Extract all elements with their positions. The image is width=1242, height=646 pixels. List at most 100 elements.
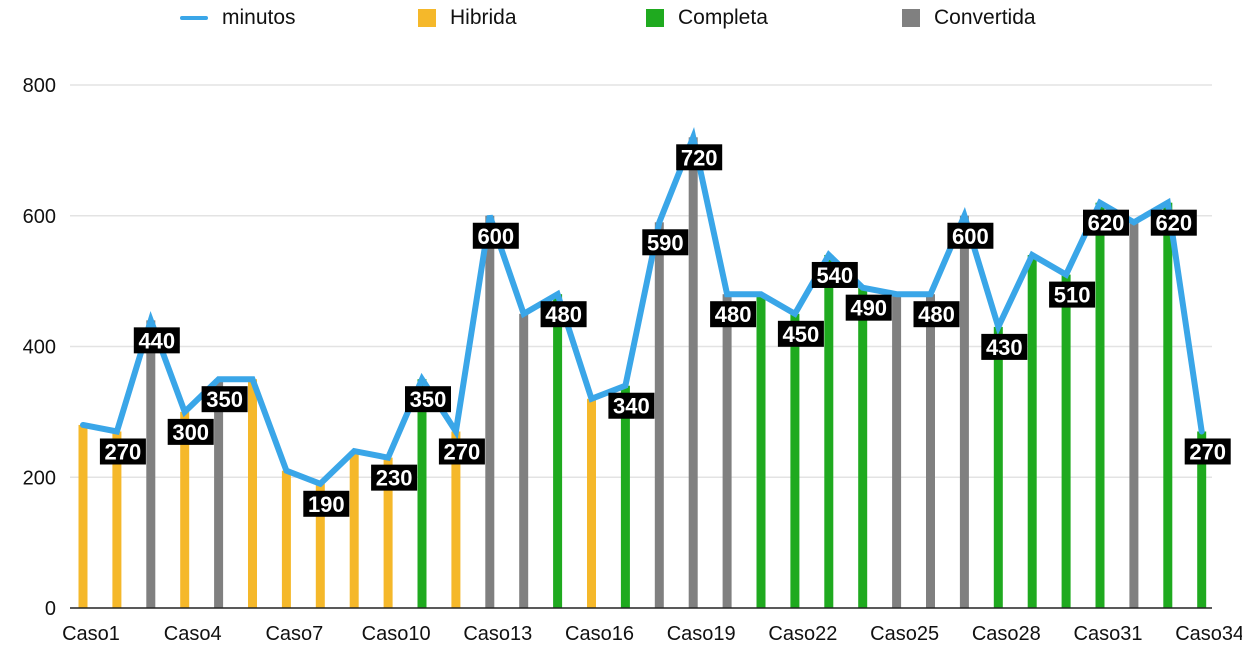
data-label: 510 xyxy=(1054,283,1091,308)
bar-caso20 xyxy=(722,294,732,608)
y-tick-label: 200 xyxy=(23,467,56,489)
x-tick-label: Caso16 xyxy=(565,623,634,645)
data-label-box xyxy=(981,333,1028,360)
bar-caso14 xyxy=(519,313,529,608)
y-tick-label: 800 xyxy=(23,75,56,97)
data-label-box xyxy=(540,301,587,328)
legend-swatch-convertida xyxy=(902,9,920,27)
bar-caso25 xyxy=(892,294,902,608)
bar-caso22 xyxy=(790,313,800,608)
legend-swatch-hibrida xyxy=(418,9,436,27)
data-label-box xyxy=(608,392,655,419)
data-label-box xyxy=(777,320,824,347)
data-label: 430 xyxy=(986,335,1023,360)
legend: minutos Hibrida Completa Convertida xyxy=(0,6,1242,32)
legend-line-minutos xyxy=(180,16,208,20)
bar-caso26 xyxy=(926,294,935,608)
data-label: 600 xyxy=(952,224,989,249)
data-label-box xyxy=(947,222,994,249)
data-label: 480 xyxy=(918,302,955,327)
data-label: 300 xyxy=(172,420,209,445)
data-label-box xyxy=(167,418,214,445)
y-tick-label: 400 xyxy=(23,337,56,359)
x-tick-label: Caso31 xyxy=(1074,623,1143,645)
data-label-box xyxy=(1049,281,1096,308)
data-label-box xyxy=(811,261,858,288)
data-label-box xyxy=(303,490,350,517)
legend-label-hibrida: Hibrida xyxy=(450,6,517,29)
data-label: 450 xyxy=(783,322,820,347)
data-label-box xyxy=(133,327,180,354)
data-label-box xyxy=(710,301,757,328)
data-label-box xyxy=(845,294,892,321)
bar-caso18 xyxy=(654,222,664,608)
data-label-box xyxy=(1083,209,1129,236)
bar-caso9 xyxy=(349,451,359,608)
data-label-box xyxy=(1150,209,1197,236)
bar-caso5 xyxy=(214,379,224,608)
legend-label-minutos: minutos xyxy=(222,6,296,29)
data-label: 620 xyxy=(1088,211,1125,236)
bar-caso11 xyxy=(417,379,427,608)
bar-caso28 xyxy=(993,326,1003,608)
bar-caso10 xyxy=(383,457,393,608)
data-label: 490 xyxy=(850,296,887,321)
bar-caso24 xyxy=(858,287,868,608)
legend-label-convertida: Convertida xyxy=(934,6,1036,29)
data-label: 480 xyxy=(715,302,752,327)
bar-caso16 xyxy=(587,398,596,608)
bar-caso6 xyxy=(248,379,257,608)
data-label-box xyxy=(642,229,689,256)
legend-item-completa: Completa xyxy=(646,6,768,30)
x-tick-label: Caso10 xyxy=(362,623,431,645)
data-label: 270 xyxy=(105,439,142,464)
bar-caso4 xyxy=(180,411,190,608)
bar-caso34 xyxy=(1197,431,1207,608)
legend-item-convertida: Convertida xyxy=(902,6,1036,30)
bar-caso33 xyxy=(1163,202,1173,609)
data-label-box xyxy=(472,222,519,249)
x-tick-label: Caso7 xyxy=(265,623,323,645)
legend-item-hibrida: Hibrida xyxy=(418,6,517,30)
data-label: 600 xyxy=(477,224,514,249)
bar-caso31 xyxy=(1095,202,1105,609)
x-tick-label: Caso19 xyxy=(667,623,736,645)
data-label-box xyxy=(438,438,485,465)
data-label: 230 xyxy=(376,466,413,491)
bar-caso2 xyxy=(112,431,122,608)
bar-caso12 xyxy=(451,431,461,608)
bar-caso13 xyxy=(485,215,495,608)
bar-caso3 xyxy=(146,320,156,608)
data-label: 270 xyxy=(444,439,481,464)
x-tick-label: Caso22 xyxy=(768,623,837,645)
data-label: 620 xyxy=(1155,211,1192,236)
data-label: 350 xyxy=(410,387,447,412)
y-tick-label: 600 xyxy=(23,206,56,228)
data-label-box xyxy=(371,464,418,491)
x-tick-label: Caso13 xyxy=(463,623,532,645)
x-tick-label: Caso28 xyxy=(972,623,1041,645)
data-label: 590 xyxy=(647,230,684,255)
y-tick-label: 0 xyxy=(45,598,56,620)
data-label-box xyxy=(405,386,451,413)
bar-caso29 xyxy=(1027,254,1037,608)
bar-caso27 xyxy=(959,215,969,608)
bar-caso1 xyxy=(78,424,88,608)
x-tick-label: Caso4 xyxy=(164,623,222,645)
data-label: 270 xyxy=(1189,439,1226,464)
bar-caso21 xyxy=(756,294,766,608)
bar-caso32 xyxy=(1129,222,1139,608)
x-tick-label: Caso1 xyxy=(62,623,120,645)
bar-caso15 xyxy=(553,294,563,608)
data-label: 720 xyxy=(681,145,718,170)
legend-item-minutos: minutos xyxy=(180,6,296,30)
data-label-box xyxy=(201,386,248,413)
data-label: 190 xyxy=(308,492,345,517)
data-label-box xyxy=(913,301,960,328)
legend-label-completa: Completa xyxy=(678,6,768,29)
line-series-minutos xyxy=(80,127,1205,488)
legend-swatch-completa xyxy=(646,9,664,27)
data-label: 440 xyxy=(138,328,175,353)
x-tick-label: Caso34 xyxy=(1175,623,1242,645)
